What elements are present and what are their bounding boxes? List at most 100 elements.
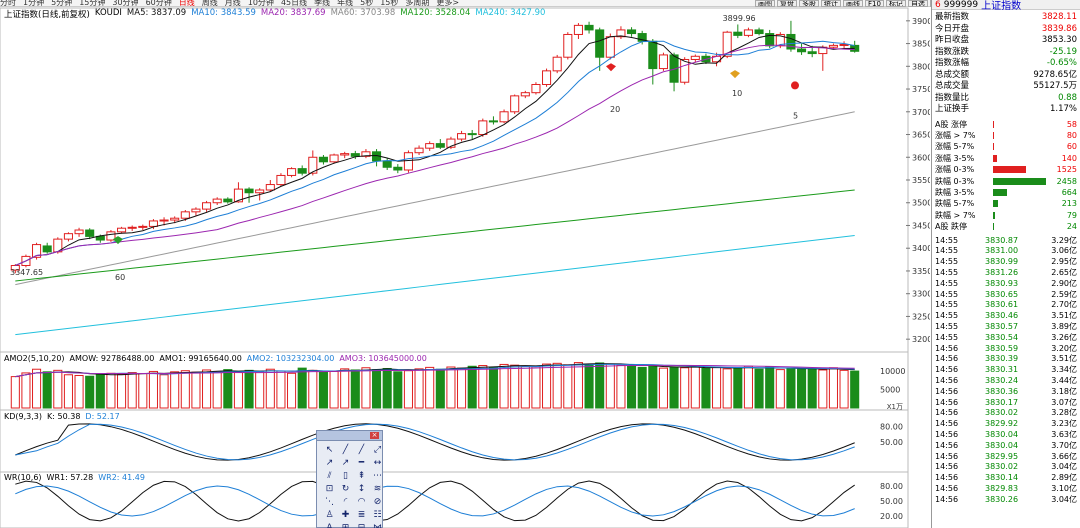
candle-body[interactable] [488,120,498,123]
candle-body[interactable] [106,231,116,241]
candle-body[interactable] [680,58,690,83]
top-button[interactable]: F10 [865,0,884,7]
drawing-tool-icon[interactable]: ≋ [373,484,382,494]
candle-body[interactable] [414,147,424,154]
candle-body[interactable] [393,166,403,171]
drawing-tool-icon[interactable]: ⋈ [373,523,382,528]
candle-body[interactable] [223,198,233,203]
candle-body[interactable] [340,153,350,156]
drawing-tool-icon[interactable]: ♙ [325,510,334,520]
drawing-tool-icon[interactable]: ↗ [325,458,334,468]
drawing-tool-icon[interactable]: ☷ [373,510,382,520]
candle-body[interactable] [467,133,477,136]
drawing-tool-icon[interactable]: ≣ [357,510,366,520]
period-tab[interactable]: 15秒 [380,0,399,7]
period-tab[interactable]: 季线 [314,0,331,7]
candle-body[interactable] [42,245,52,253]
candle-body[interactable] [244,188,254,194]
drawing-tool-icon[interactable]: ↕ [357,484,366,494]
candle-body[interactable] [510,95,520,113]
drawing-tool-icon[interactable]: ⋯ [373,471,382,481]
candle-body[interactable] [573,24,583,35]
period-tab[interactable]: 5秒 [360,0,374,7]
close-icon[interactable]: × [370,431,379,439]
period-tab[interactable]: 45日线 [280,0,308,7]
candle-body[interactable] [425,143,435,149]
candle-body[interactable] [318,156,328,163]
candle-body[interactable] [127,226,137,229]
candle-body[interactable] [202,202,212,210]
candle-body[interactable] [287,168,297,176]
period-tab[interactable]: 分时 [0,0,16,7]
drawing-tool-icon[interactable]: ╱ [342,445,349,455]
candle-body[interactable] [807,51,817,55]
drawing-tool-icon[interactable]: ╱ [358,445,365,455]
period-tab[interactable]: 5分钟 [51,0,73,7]
candle-body[interactable] [446,138,456,148]
candle-body[interactable] [85,229,95,237]
candle-body[interactable] [382,160,392,168]
candle-body[interactable] [191,208,201,213]
drawing-tool-icon[interactable]: ▯ [343,471,348,481]
drawing-tool-icon[interactable]: ◜ [343,497,348,507]
drawing-tool-icon[interactable]: ✚ [341,510,350,520]
candle-body[interactable] [63,233,73,240]
period-tab[interactable]: 周线 [201,0,218,7]
candle-body[interactable] [627,29,637,35]
candle-body[interactable] [658,54,668,70]
drawing-tool-icon[interactable]: ⋱ [325,497,334,507]
candle-body[interactable] [255,189,265,194]
candle-body[interactable] [595,29,605,58]
candle-body[interactable] [32,244,42,258]
candle-body[interactable] [797,48,807,53]
period-tab[interactable]: 日线 [178,0,195,7]
period-tab[interactable]: 10分钟 [247,0,274,7]
drawing-tool-icon[interactable]: ⤢ [373,445,382,455]
top-button[interactable]: 画线 [843,0,863,7]
candle-body[interactable] [74,229,84,235]
period-tab[interactable]: 15分钟 [79,0,106,7]
top-button[interactable]: 自选 [907,0,928,7]
candle-body[interactable] [117,227,127,233]
main-chart-canvas[interactable]: 3900 3850 3800 3750 3700 3650 3600 3550 3500 3450… [0,0,930,528]
candle-body[interactable] [350,153,360,157]
palette-titlebar[interactable]: × [317,431,382,441]
candle-body[interactable] [308,156,318,174]
candle-body[interactable] [159,219,169,222]
candle-body[interactable] [542,70,552,85]
candle-body[interactable] [212,198,222,204]
candle-body[interactable] [648,40,658,70]
drawing-tool-icon[interactable]: ↻ [341,484,350,494]
drawing-tool-icon[interactable]: ↗ [341,458,350,468]
candle-body[interactable] [265,184,275,191]
candle-body[interactable] [138,225,148,228]
candle-body[interactable] [765,33,775,47]
drawing-tool-icon[interactable]: ━ [358,458,365,468]
candle-body[interactable] [361,151,371,157]
candle-body[interactable] [276,174,286,186]
candle-body[interactable] [690,55,700,60]
top-button[interactable]: 复盘 [777,0,797,7]
candle-body[interactable] [743,29,753,36]
period-tab[interactable]: 30分钟 [112,0,139,7]
candle-body[interactable] [95,235,105,241]
drawing-tool-icon[interactable]: ⊡ [325,484,334,494]
drawing-tool-icon[interactable]: ⫽ [327,471,332,481]
candle-body[interactable] [233,188,243,203]
top-button[interactable]: 多股 [799,0,819,7]
candle-body[interactable] [435,143,445,148]
candle-body[interactable] [616,29,626,38]
candle-body[interactable] [403,152,413,171]
top-button[interactable]: 标记 [885,0,906,7]
candle-body[interactable] [552,56,562,72]
candle-body[interactable] [786,33,796,50]
drawing-tool-icon[interactable]: ⇞ [357,471,366,481]
top-button[interactable]: 统计 [821,0,841,7]
candle-body[interactable] [499,111,509,123]
candle-body[interactable] [170,217,180,221]
candle-body[interactable] [531,83,541,94]
candle-body[interactable] [148,220,158,227]
indicator-name[interactable]: KOUDI [94,8,122,18]
candle-body[interactable] [754,29,764,35]
drawing-tool-icon[interactable]: ↔ [373,458,382,468]
